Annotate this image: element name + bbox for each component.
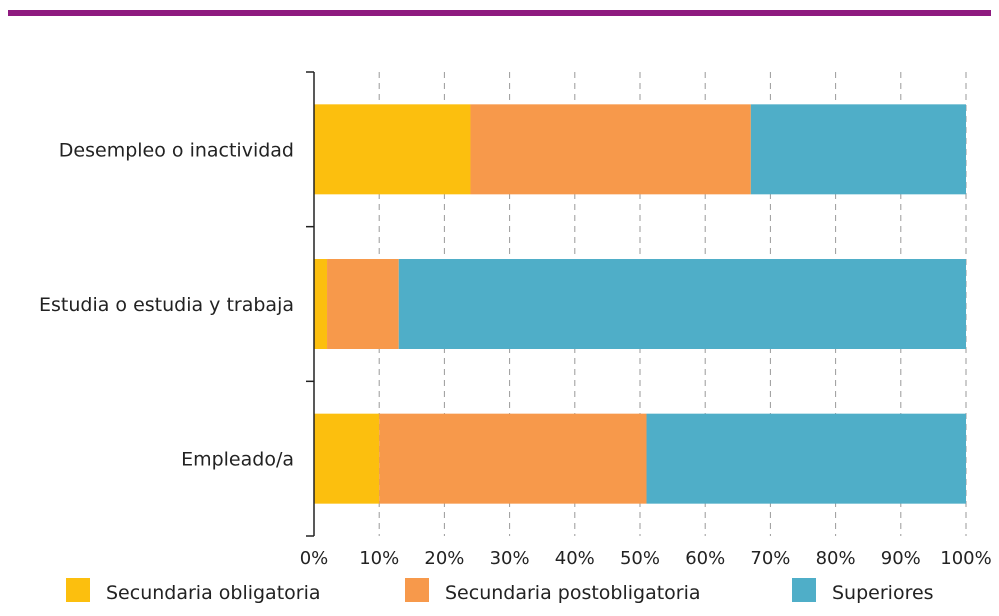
x-tick-label-2: 20% [424, 548, 464, 569]
x-tick-label-3: 30% [490, 548, 530, 569]
category-label-2: Empleado/a [181, 449, 294, 471]
legend-swatch-0 [66, 578, 90, 602]
category-label-1: Estudia o estudia y trabaja [39, 294, 294, 316]
bar-1-0 [314, 259, 328, 349]
bar-2-2 [646, 413, 966, 504]
x-tick-label-8: 80% [816, 548, 856, 569]
category-label-0: Desempleo o inactividad [59, 139, 294, 161]
x-tick-label-1: 10% [359, 548, 399, 569]
x-tick-label-6: 60% [685, 548, 725, 569]
legend-label-0: Secundaria obligatoria [106, 582, 321, 604]
x-tick-label-10: 100% [940, 548, 991, 569]
top-accent-rule [8, 10, 991, 16]
x-tick-label-9: 90% [881, 548, 921, 569]
x-tick-label-0: 0% [300, 548, 329, 569]
bar-1-1 [327, 259, 399, 349]
x-tick-label-5: 50% [620, 548, 660, 569]
legend-label-1: Secundaria postobligatoria [445, 582, 701, 604]
bar-0-1 [470, 104, 751, 195]
x-tick-label-4: 40% [555, 548, 595, 569]
legend-label-2: Superiores [832, 582, 934, 604]
legend-swatch-1 [405, 578, 429, 602]
bar-2-0 [314, 413, 380, 504]
bar-1-2 [398, 259, 966, 349]
bar-0-0 [314, 104, 471, 195]
bar-0-2 [750, 104, 966, 195]
bar-2-1 [379, 413, 647, 504]
legend-swatch-2 [792, 578, 816, 602]
x-tick-label-7: 70% [750, 548, 790, 569]
